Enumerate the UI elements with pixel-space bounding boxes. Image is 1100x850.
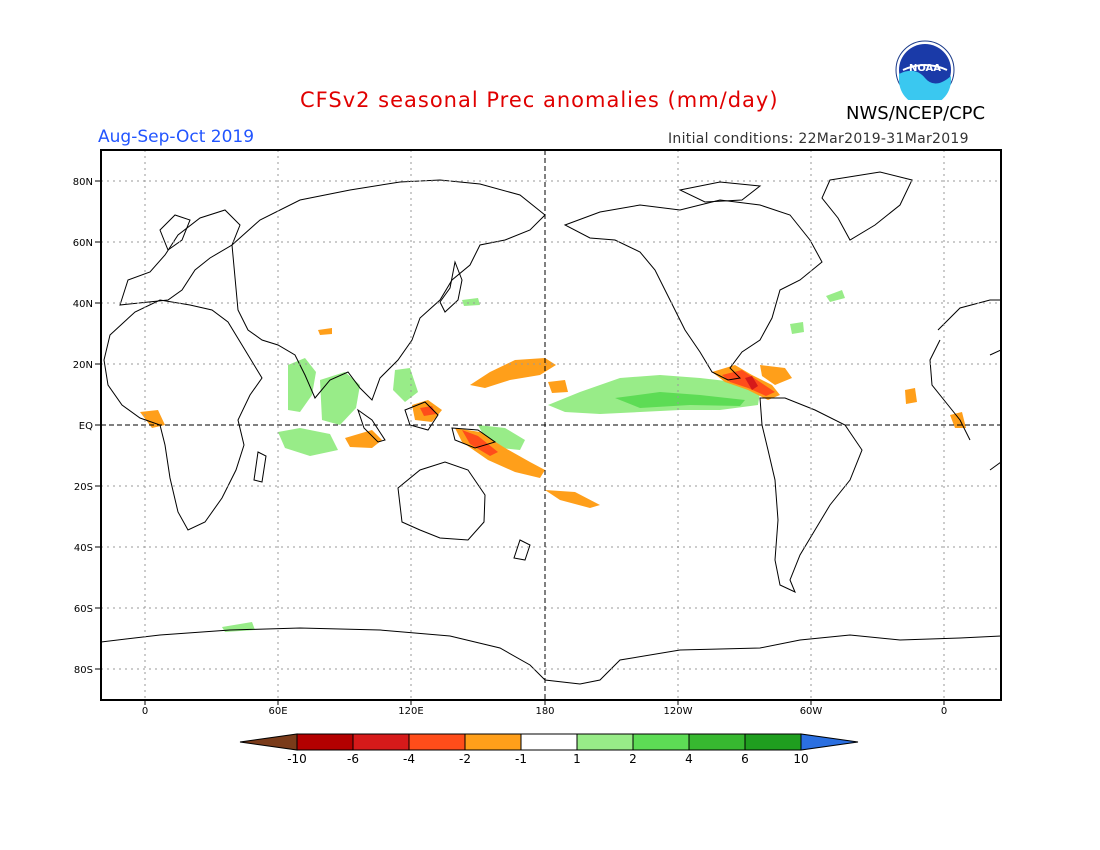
lat-label: 20S: [74, 482, 93, 493]
colorbar-label: -2: [459, 752, 471, 766]
map-title: CFSv2 seasonal Prec anomalies (mm/day): [300, 88, 779, 112]
anomaly-strong-dry-newguinea: [462, 430, 498, 456]
anomaly-dry-west-africa: [140, 410, 165, 428]
colorbar-label: -1: [515, 752, 527, 766]
lon-label: 60W: [800, 706, 823, 717]
anomaly-dry-southpacific: [545, 490, 600, 508]
anomaly-dry-nw-pacific-2: [548, 380, 568, 393]
colorbar-label: 10: [793, 752, 808, 766]
coast-sumatra: [357, 408, 386, 443]
colorbar-bin: [744, 733, 802, 751]
colorbar-label: -4: [403, 752, 415, 766]
lat-label: 60S: [74, 604, 93, 615]
coast-africa: [103, 299, 263, 531]
colorbar-bin: [632, 733, 690, 751]
coast-greenland: [821, 171, 913, 241]
anomaly-dry-gulf-guinea: [950, 412, 966, 428]
coast-australia: [397, 461, 486, 541]
anomaly-wet-north-atlantic: [826, 290, 845, 302]
coast-north-america: [563, 199, 823, 381]
lon-label: 60E: [268, 706, 287, 717]
lon-label: 120W: [664, 706, 693, 717]
noaa-logo-icon: NOAA: [895, 40, 955, 100]
coast-new-guinea: [451, 427, 497, 449]
coast-asia: [231, 179, 546, 401]
anomaly-dry-arabia: [318, 328, 332, 335]
coast-new-zealand: [513, 539, 531, 561]
forecast-period: Aug-Sep-Oct 2019: [98, 127, 255, 147]
lon-label: 180: [535, 706, 554, 717]
colorbar-bin: [352, 733, 410, 751]
colorbar-label: 6: [741, 752, 749, 766]
colorbar: -10 -6 -4 -2 -1 1 2 4 6 10: [239, 733, 859, 766]
lon-label: 0: [142, 706, 148, 717]
lon-label: 0: [941, 706, 947, 717]
anomaly-layer: [140, 290, 966, 632]
agency-label: NWS/NCEP/CPC: [846, 103, 986, 124]
coastlines: [101, 171, 1001, 685]
coast-japan: [439, 260, 463, 313]
coast-africa-east-extension: [989, 349, 1001, 471]
lon-axis: 0 60E 120E 180 120W 60W 0: [142, 700, 947, 717]
colorbar-label: 2: [629, 752, 637, 766]
colorbar-bin: [688, 733, 746, 751]
colorbar-left-arrow: [239, 733, 298, 751]
anomaly-wet-india: [288, 358, 316, 412]
anomaly-dry-sumatra: [345, 430, 382, 448]
anomaly-wet-kuroshio: [462, 298, 480, 306]
colorbar-bin: [296, 733, 354, 751]
lat-label: EQ: [79, 421, 93, 432]
coast-borneo: [404, 401, 439, 431]
anomaly-wet-indian-ocean: [278, 428, 338, 456]
lon-label: 120E: [398, 706, 423, 717]
coast-europe: [119, 209, 241, 306]
logo-text: NOAA: [909, 63, 941, 74]
lat-label: 60N: [73, 238, 93, 249]
colorbar-right-arrow: [800, 733, 859, 751]
colorbar-label: -6: [347, 752, 359, 766]
coast-madagascar: [253, 451, 267, 483]
anomaly-wet-sea-1: [393, 368, 418, 402]
colorbar-bin: [520, 733, 578, 751]
anomaly-strongest-dry-caribbean: [745, 376, 758, 390]
colorbar-label: -10: [287, 752, 307, 766]
anomaly-wet-west-atlantic: [790, 322, 804, 334]
anomaly-wet-bengal: [320, 372, 360, 425]
colorbar-label: 4: [685, 752, 693, 766]
coast-scandinavia: [159, 214, 191, 251]
coast-africa-repeat: [929, 299, 1001, 441]
lat-label: 80S: [74, 665, 93, 676]
lat-label: 20N: [73, 360, 93, 371]
anomaly-dry-atlantic: [905, 388, 917, 404]
coast-arctic-islands: [678, 181, 762, 203]
graticule: [101, 150, 1001, 700]
colorbar-bin: [464, 733, 522, 751]
lat-label: 80N: [73, 177, 93, 188]
lat-axis: 80N 60N 40N 20N EQ 20S 40S 60S 80S: [73, 177, 101, 676]
colorbar-bin: [408, 733, 466, 751]
coast-south-america: [759, 397, 863, 593]
coast-antarctica: [101, 627, 1001, 685]
initial-conditions: Initial conditions: 22Mar2019-31Mar2019: [668, 131, 969, 147]
anomaly-dry-nw-pacific: [470, 358, 556, 388]
anomaly-dry-caribbean: [760, 365, 792, 385]
colorbar-bin: [576, 733, 634, 751]
anomaly-wet-east-pacific-core: [615, 392, 745, 408]
colorbar-label: 1: [573, 752, 581, 766]
lat-label: 40S: [74, 543, 93, 554]
lat-label: 40N: [73, 299, 93, 310]
